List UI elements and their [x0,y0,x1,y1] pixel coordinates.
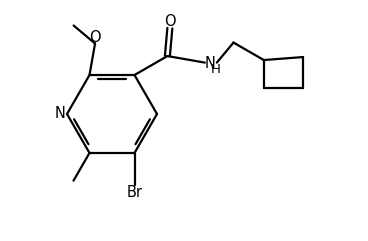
Text: Br: Br [127,186,142,201]
Text: N: N [54,106,66,120]
Text: H: H [211,63,221,76]
Text: N: N [204,56,215,71]
Text: O: O [89,30,101,45]
Text: O: O [164,14,176,29]
